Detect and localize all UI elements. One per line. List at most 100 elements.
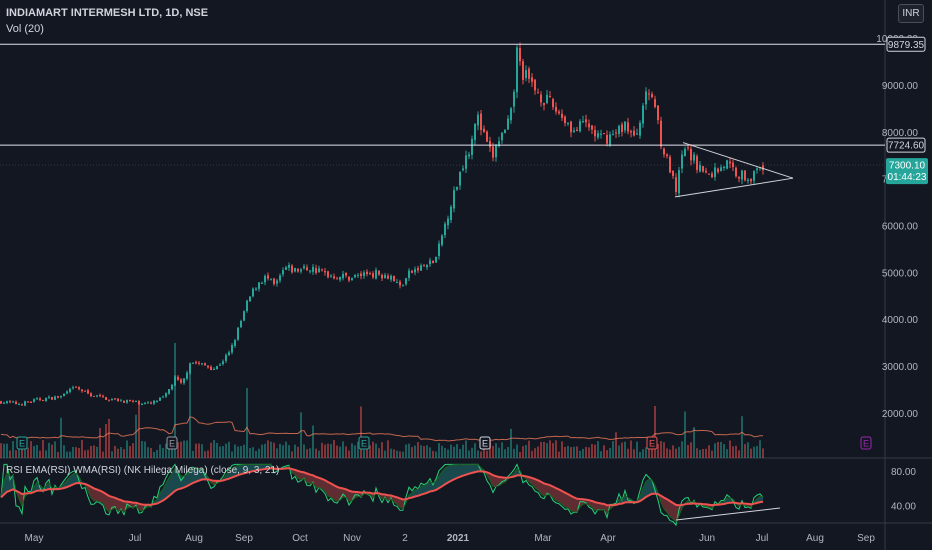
candle-body <box>486 131 488 142</box>
candle-body <box>417 268 419 271</box>
volume-bar <box>522 446 524 458</box>
candle-body <box>129 400 131 402</box>
volume-bar <box>282 445 284 458</box>
candle-body <box>471 138 473 155</box>
rsi-fill <box>436 475 439 490</box>
rsi-fill <box>304 472 307 483</box>
candle-body <box>570 121 572 133</box>
candle-body <box>303 266 305 269</box>
rsi-fill <box>442 468 445 487</box>
candle-body <box>264 275 266 283</box>
volume-bar <box>615 432 617 458</box>
volume-bar <box>540 441 542 458</box>
volume-bar <box>741 416 743 458</box>
rsi-fill <box>562 491 565 507</box>
volume-bar <box>654 406 656 458</box>
candle-body <box>519 48 521 62</box>
candle-body <box>708 173 710 175</box>
volume-bar <box>432 450 434 458</box>
volume-bar <box>576 446 578 458</box>
volume-bar <box>363 449 365 458</box>
candle-body <box>654 99 656 108</box>
volume-bar <box>375 443 377 458</box>
candle-body <box>183 378 185 384</box>
volume-bar <box>108 418 110 458</box>
volume-bar <box>309 448 311 458</box>
rsi-fill <box>541 481 544 497</box>
volume-bar <box>657 444 659 458</box>
rsi-fill <box>235 465 238 477</box>
volume-bar <box>321 442 323 458</box>
volume-bar <box>510 428 512 458</box>
candle-body <box>24 401 26 406</box>
volume-bar <box>702 449 704 458</box>
candle-body <box>48 396 50 398</box>
candle-body <box>15 401 17 404</box>
candle-body <box>618 125 620 134</box>
rsi-fill <box>241 464 244 475</box>
candle-body <box>402 285 404 287</box>
candle-body <box>546 94 548 104</box>
volume-bar <box>168 449 170 458</box>
volume-bar <box>144 441 146 458</box>
rsi-fill <box>439 471 442 489</box>
rsi-fill <box>547 484 550 495</box>
candle-body <box>165 393 167 397</box>
currency-button[interactable]: INR <box>898 4 924 23</box>
candle-body <box>420 265 422 271</box>
volume-ma <box>0 416 763 442</box>
candle-body <box>651 93 653 98</box>
rsi-fill <box>97 489 100 503</box>
rsi-fill <box>661 495 664 509</box>
volume-bar <box>567 446 569 458</box>
rsi-fill <box>334 485 337 502</box>
volume-bar <box>699 449 701 458</box>
volume-bar <box>672 445 674 458</box>
candle-body <box>624 121 626 131</box>
rsi-fill <box>316 476 319 488</box>
volume-bar <box>738 450 740 458</box>
volume-bar <box>675 448 677 458</box>
volume-bar <box>492 445 494 458</box>
volume-bar <box>45 450 47 458</box>
rsi-fill <box>664 497 667 513</box>
volume-bar <box>396 450 398 458</box>
candle-body <box>531 77 533 82</box>
candle-body <box>396 282 398 284</box>
rsi-fill <box>331 483 334 500</box>
volume-bar <box>147 447 149 458</box>
volume-bar <box>111 451 113 458</box>
volume-bar <box>714 443 716 458</box>
rsi-fill <box>544 483 547 497</box>
time-axis-tick-label: Aug <box>806 533 824 544</box>
volume-bar <box>102 451 104 458</box>
candle-body <box>495 144 497 158</box>
candle-body <box>657 105 659 121</box>
rsi-fill <box>256 464 259 471</box>
time-axis-tick-label: Aug <box>185 533 203 544</box>
rsi-fill <box>424 484 427 494</box>
candle-body <box>339 276 341 280</box>
volume-bar <box>588 447 590 458</box>
rsi-fill <box>118 499 121 511</box>
volume-bar <box>642 449 644 458</box>
volume-bar <box>78 447 80 458</box>
candle-body <box>291 265 293 273</box>
candle-body <box>573 130 575 133</box>
candle-body <box>153 400 155 404</box>
volume-bar <box>123 449 125 458</box>
candle-body <box>687 147 689 149</box>
rsi-fill <box>463 464 466 476</box>
volume-bar <box>285 441 287 458</box>
volume-bar <box>153 451 155 458</box>
rsi-fill <box>673 502 676 523</box>
candle-body <box>450 206 452 221</box>
candle-body <box>81 389 83 392</box>
rsi-fill <box>601 503 604 510</box>
candle-body <box>555 106 557 112</box>
candle-body <box>276 280 278 284</box>
candle-body <box>174 376 176 386</box>
candle-body <box>465 155 467 169</box>
rsi-fill <box>226 472 229 480</box>
